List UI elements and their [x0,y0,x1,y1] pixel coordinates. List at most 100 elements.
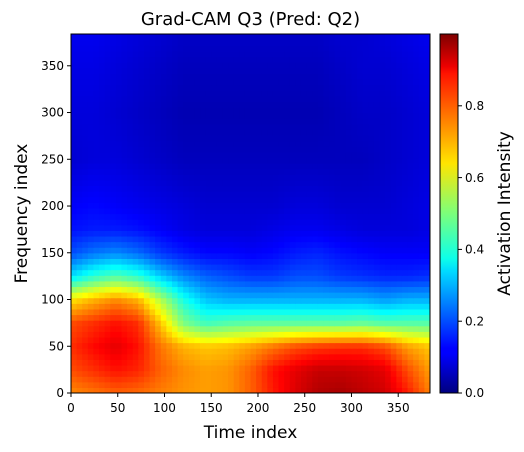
heatmap-cell [295,39,302,46]
heatmap-cell [239,219,246,226]
heatmap-cell [401,292,409,299]
heatmap-cell [222,73,229,80]
heatmap-cell [171,370,179,377]
heatmap-cell [76,191,83,198]
heatmap-cell [82,314,89,321]
heatmap-cell [390,286,397,293]
heatmap-cell [306,62,313,69]
heatmap-cell [239,359,246,366]
heatmap-cell [138,202,145,209]
heatmap-cell [317,101,325,108]
heatmap-cell [216,348,224,355]
heatmap-cell [289,157,296,164]
heatmap-cell [413,62,420,69]
heatmap-cell [329,230,336,237]
heatmap-cell [222,364,229,372]
heatmap-cell [306,275,313,282]
heatmap-cell [357,78,364,86]
heatmap-cell [289,179,296,187]
heatmap-cell [390,140,397,147]
heatmap-cell [93,151,100,159]
heatmap-cell [362,325,369,332]
heatmap-cell [143,247,151,254]
heatmap-cell [289,235,296,243]
heatmap-cell [306,90,313,97]
heatmap-cell [200,292,207,299]
heatmap-cell [149,387,156,393]
heatmap-cell [99,230,106,237]
heatmap-cell [211,112,218,119]
heatmap-cell [211,202,218,209]
heatmap-cell [323,191,330,198]
heatmap-cell [312,174,319,181]
heatmap-cell [401,381,409,388]
heatmap-cell [177,123,184,130]
heatmap-cell [76,303,83,310]
heatmap-cell [379,174,386,181]
heatmap-cell [351,196,358,203]
heatmap-cell [155,134,162,142]
heatmap-cell [379,140,386,147]
heatmap-cell [233,219,240,226]
heatmap-cell [121,56,128,63]
heatmap-cell [379,230,386,237]
heatmap-cell [115,286,123,293]
heatmap-cell [138,101,145,108]
heatmap-cell [71,73,78,80]
heatmap-cell [334,376,341,383]
heatmap-cell [160,196,167,203]
heatmap-cell [239,106,246,114]
heatmap-cell [183,286,190,293]
heatmap-cell [132,241,139,248]
heatmap-cell [200,163,207,170]
heatmap-cell [256,168,263,175]
heatmap-cell [211,146,218,153]
heatmap-cell [104,263,111,271]
heatmap-cell [368,129,375,136]
heatmap-cell [160,62,167,69]
heatmap-cell [357,292,364,299]
heatmap-cell [104,252,111,259]
heatmap-cell [312,157,319,164]
heatmap-cell [149,112,156,119]
heatmap-cell [340,129,347,136]
heatmap-cell [99,235,106,243]
heatmap-cell [418,202,425,209]
heatmap-cell [407,230,414,237]
heatmap-cell [401,112,409,119]
heatmap-cell [284,185,291,192]
heatmap-cell [261,292,268,299]
heatmap-cell [300,325,308,332]
heatmap-cell [71,381,78,388]
heatmap-cell [295,202,302,209]
heatmap-cell [132,56,139,63]
heatmap-cell [401,275,409,282]
heatmap-cell [188,280,196,288]
heatmap-cell [183,297,190,304]
heatmap-cell [244,90,252,97]
heatmap-cell [357,50,364,58]
heatmap-cell [407,168,414,175]
heatmap-cell [121,123,128,130]
heatmap-cell [188,179,196,187]
heatmap-cell [396,387,403,393]
heatmap-cell [87,134,95,142]
heatmap-cell [93,62,100,69]
heatmap-cell [373,387,381,393]
heatmap-cell [306,364,313,372]
heatmap-cell [87,112,95,119]
heatmap-cell [233,157,240,164]
heatmap-cell [200,235,207,243]
heatmap-cell [317,151,325,159]
heatmap-cell [71,325,78,332]
heatmap-cell [256,269,263,276]
heatmap-cell [413,325,420,332]
heatmap-cell [306,34,313,41]
heatmap-cell [368,247,375,254]
heatmap-cell [373,292,381,299]
heatmap-cell [222,286,229,293]
heatmap-cell [233,241,240,248]
heatmap-cell [345,129,353,136]
heatmap-cell [71,191,78,198]
heatmap-cell [267,359,274,366]
